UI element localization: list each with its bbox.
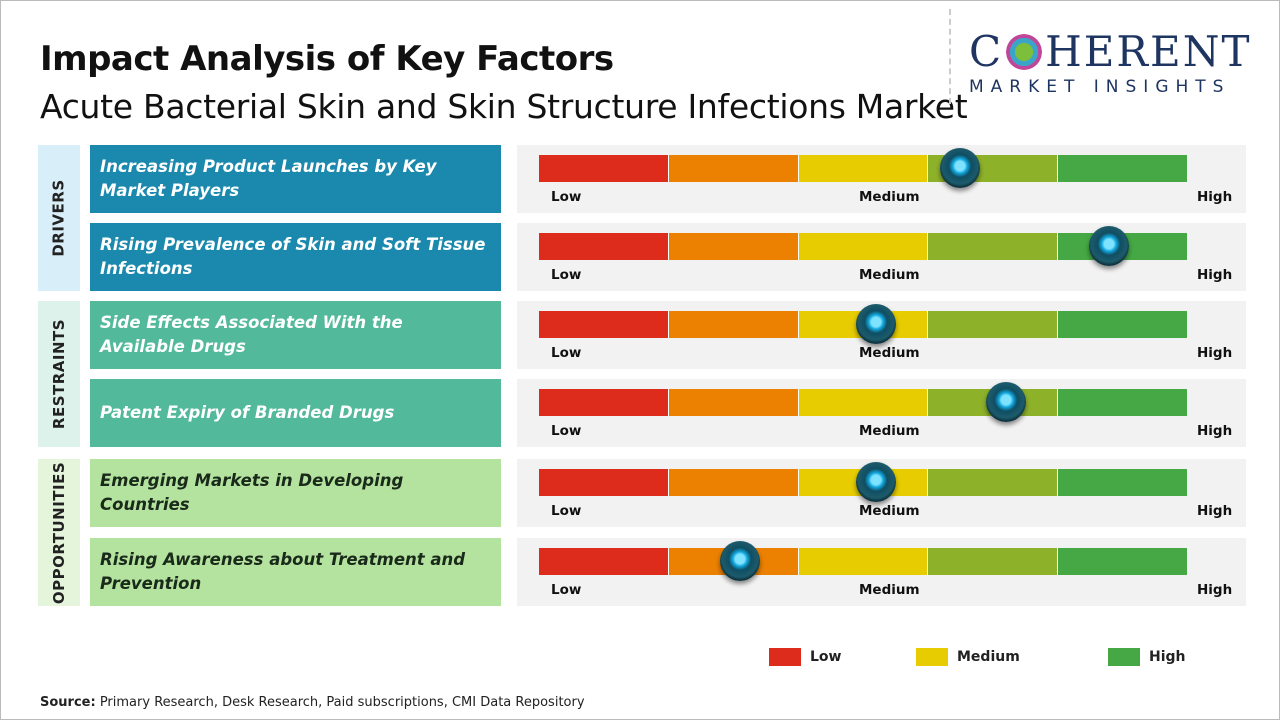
meter-segment xyxy=(539,155,669,182)
factor-label: Increasing Product Launches by Key Marke… xyxy=(90,145,501,213)
meter-segment xyxy=(928,311,1059,338)
meter-label-medium: Medium xyxy=(859,345,920,361)
meter-segment xyxy=(928,548,1059,575)
meter-label-low: Low xyxy=(551,267,582,283)
meter-label-low: Low xyxy=(551,503,582,519)
meter-bar xyxy=(539,548,1187,575)
meter-segment xyxy=(539,389,669,416)
factor-label: Rising Awareness about Treatment and Pre… xyxy=(90,538,501,606)
impact-meter: Low Medium High xyxy=(517,459,1246,527)
impact-meter: Low Medium High xyxy=(517,379,1246,447)
impact-indicator-knob xyxy=(719,541,760,581)
meter-label-high: High xyxy=(1197,267,1233,283)
factor-label: Emerging Markets in Developing Countries xyxy=(90,459,501,527)
impact-meter: Low Medium High xyxy=(517,538,1246,606)
meter-label-medium: Medium xyxy=(859,189,920,205)
meter-label-low: Low xyxy=(551,423,582,439)
impact-meter: Low Medium High xyxy=(517,145,1246,213)
meter-label-low: Low xyxy=(551,345,582,361)
category-label-drivers: DRIVERS xyxy=(38,145,80,291)
meter-segment xyxy=(798,389,929,416)
meter-bar xyxy=(539,311,1187,338)
factor-label: Rising Prevalence of Skin and Soft Tissu… xyxy=(90,223,501,291)
page-title: Impact Analysis of Key Factors xyxy=(40,39,614,79)
meter-label-medium: Medium xyxy=(859,503,920,519)
meter-label-medium: Medium xyxy=(859,267,920,283)
meter-segment xyxy=(798,155,929,182)
impact-indicator-knob xyxy=(855,462,896,502)
meter-segment xyxy=(668,389,799,416)
impact-meter: Low Medium High xyxy=(517,301,1246,369)
meter-segment xyxy=(1058,155,1187,182)
meter-label-high: High xyxy=(1197,503,1233,519)
impact-indicator-knob xyxy=(985,382,1026,422)
meter-segment xyxy=(539,469,669,496)
meter-label-low: Low xyxy=(551,582,582,598)
legend-swatch-high xyxy=(1108,648,1140,666)
meter-bar xyxy=(539,233,1187,260)
meter-label-medium: Medium xyxy=(859,582,920,598)
impact-indicator-knob xyxy=(1089,226,1130,266)
legend-swatch-low xyxy=(769,648,801,666)
meter-segment xyxy=(1058,311,1187,338)
meter-segment xyxy=(798,548,929,575)
meter-label-high: High xyxy=(1197,423,1233,439)
factor-label: Side Effects Associated With the Availab… xyxy=(90,301,501,369)
meter-segment xyxy=(928,233,1059,260)
meter-label-high: High xyxy=(1197,189,1233,205)
meter-segment xyxy=(539,233,669,260)
divider xyxy=(949,9,951,104)
meter-segment xyxy=(798,233,929,260)
meter-segment xyxy=(539,548,669,575)
meter-segment xyxy=(928,469,1059,496)
meter-segment xyxy=(668,469,799,496)
meter-segment xyxy=(539,311,669,338)
impact-indicator-knob xyxy=(855,304,896,344)
meter-label-high: High xyxy=(1197,582,1233,598)
meter-segment xyxy=(1058,389,1187,416)
logo: C HERENT MARKET INSIGHTS xyxy=(969,27,1252,98)
meter-bar xyxy=(539,155,1187,182)
legend-swatch-medium xyxy=(916,648,948,666)
globe-icon xyxy=(1006,34,1043,70)
factor-label: Patent Expiry of Branded Drugs xyxy=(90,379,501,447)
legend-item-medium: Medium xyxy=(916,648,1020,666)
category-label-opportunities: OPPORTUNITIES xyxy=(38,459,80,606)
meter-label-high: High xyxy=(1197,345,1233,361)
source-note: Source: Primary Research, Desk Research,… xyxy=(40,695,585,710)
meter-label-medium: Medium xyxy=(859,423,920,439)
legend-item-low: Low xyxy=(769,648,841,666)
meter-label-low: Low xyxy=(551,189,582,205)
meter-segment xyxy=(1058,469,1187,496)
impact-meter: Low Medium High xyxy=(517,223,1246,291)
meter-segment xyxy=(1058,548,1187,575)
meter-segment xyxy=(668,155,799,182)
meter-segment xyxy=(668,233,799,260)
impact-indicator-knob xyxy=(940,148,981,188)
legend-item-high: High xyxy=(1108,648,1186,666)
page-subtitle: Acute Bacterial Skin and Skin Structure … xyxy=(40,87,968,126)
meter-bar xyxy=(539,389,1187,416)
meter-segment xyxy=(668,311,799,338)
category-label-restraints: RESTRAINTS xyxy=(38,301,80,447)
